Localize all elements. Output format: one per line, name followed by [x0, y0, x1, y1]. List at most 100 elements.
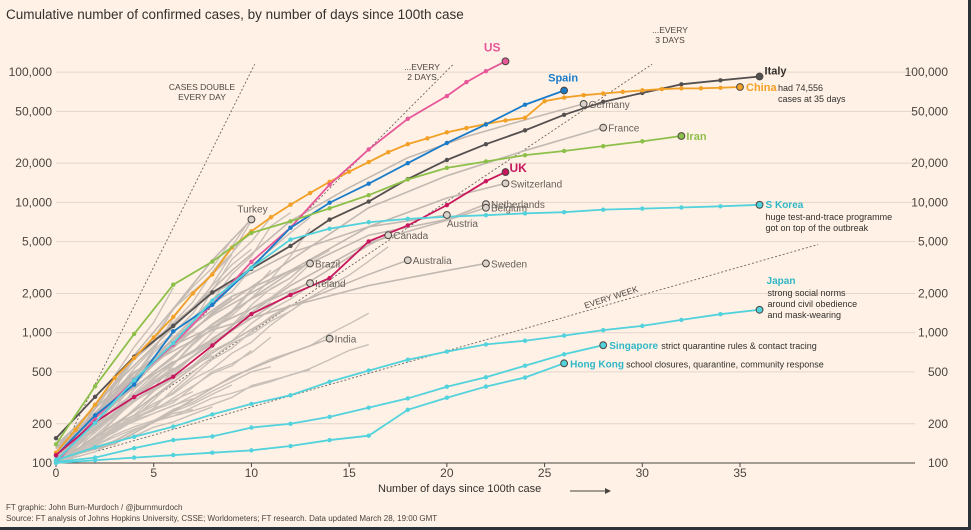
data-point — [249, 448, 254, 453]
y-tick-label-left: 20,000 — [15, 156, 52, 170]
data-point — [171, 323, 176, 329]
data-point — [405, 396, 410, 401]
data-point — [366, 147, 371, 152]
series-annotation: strict quarantine rules & contact tracin… — [661, 341, 817, 351]
background-country-line — [55, 285, 311, 464]
data-point — [268, 214, 274, 220]
series-line — [55, 262, 487, 446]
doubling-reference-label: EVERY WEEK — [583, 284, 640, 311]
data-point — [405, 177, 410, 182]
data-point — [53, 452, 59, 458]
chart-title: Cumulative number of confirmed cases, by… — [6, 7, 464, 22]
series-label: Australia — [413, 256, 452, 267]
series-label: Turkey — [237, 204, 267, 215]
series-line — [55, 214, 447, 462]
data-point — [483, 159, 489, 164]
data-point — [522, 363, 528, 368]
data-point — [640, 206, 645, 211]
series-label: Switzerland — [510, 179, 562, 190]
doubling-reference-label: ...EVERY 3 DAYS — [652, 25, 688, 45]
data-point — [386, 149, 391, 155]
data-point — [366, 433, 371, 438]
data-point — [444, 157, 450, 163]
data-point — [561, 209, 567, 215]
data-point — [171, 340, 176, 346]
data-point — [444, 202, 450, 208]
series-annotation: huge test-and-trace programme got on top … — [766, 212, 893, 233]
series-line — [55, 86, 741, 454]
data-point — [522, 128, 528, 133]
y-tick-label-left: 100,000 — [9, 65, 53, 79]
data-point — [288, 421, 293, 426]
data-point — [444, 395, 450, 400]
data-point — [327, 437, 332, 443]
data-point — [483, 342, 489, 347]
series-end-marker — [755, 200, 764, 209]
data-point — [464, 79, 469, 85]
data-point — [405, 141, 410, 147]
series-end-marker — [755, 72, 764, 81]
data-point — [366, 181, 371, 186]
data-point — [131, 331, 137, 337]
data-point — [131, 382, 137, 387]
data-point — [679, 82, 684, 87]
data-point — [249, 311, 254, 317]
data-point — [620, 89, 625, 95]
data-point — [522, 338, 528, 343]
series-line — [55, 259, 409, 464]
data-point — [92, 458, 98, 463]
data-point — [327, 206, 332, 211]
series-end-marker — [501, 179, 510, 188]
series-end-marker — [599, 341, 608, 350]
series-label: Hong Kong — [570, 359, 624, 370]
y-tick-label-right: 100,000 — [905, 65, 949, 79]
y-tick-label-right: 200 — [928, 417, 948, 431]
doubling-reference-line — [55, 63, 653, 464]
series-end-marker — [755, 305, 764, 314]
data-point — [327, 217, 332, 222]
data-point — [366, 159, 371, 165]
data-point — [444, 130, 450, 135]
y-tick-label-left: 200 — [32, 417, 52, 431]
data-point — [288, 237, 293, 242]
data-point — [327, 414, 332, 420]
credit-line: FT graphic: John Burn-Murdoch / @jburnmu… — [6, 503, 183, 512]
series-end-marker — [677, 132, 686, 140]
y-tick-label-left: 5,000 — [22, 235, 52, 249]
series-annotation: had 74,556 cases at 35 days — [778, 83, 846, 104]
data-point — [444, 93, 450, 99]
series-line — [55, 337, 330, 460]
data-point — [288, 243, 293, 249]
data-point — [131, 434, 137, 439]
data-point — [249, 259, 254, 265]
data-point — [210, 290, 215, 295]
data-point — [679, 205, 684, 210]
data-point — [542, 98, 547, 104]
data-point — [131, 355, 137, 361]
series-label: Singapore — [609, 341, 658, 352]
data-point — [210, 272, 215, 277]
y-tick-label-right: 1,000 — [918, 326, 948, 340]
data-point — [92, 384, 98, 389]
data-point — [190, 291, 195, 296]
x-tick-label: 10 — [245, 466, 259, 480]
data-point — [659, 86, 665, 92]
data-point — [679, 317, 684, 323]
data-point — [249, 401, 254, 407]
data-point — [249, 425, 254, 430]
doubling-reference-label: CASES DOUBLE EVERY DAY — [169, 82, 235, 102]
data-point — [171, 282, 176, 287]
data-point — [483, 68, 489, 74]
series-label: S Korea — [766, 200, 804, 211]
data-point — [601, 143, 606, 149]
data-point — [679, 86, 684, 91]
y-tick-label-right: 50,000 — [911, 104, 948, 118]
series-end-marker — [482, 203, 490, 212]
data-point — [405, 407, 410, 413]
series-end-marker — [501, 57, 510, 66]
data-point — [171, 437, 176, 443]
data-point — [288, 292, 293, 298]
x-tick-label: 15 — [342, 466, 356, 480]
series-label: Brazil — [315, 259, 340, 270]
y-tick-label-right: 2,000 — [918, 286, 948, 300]
